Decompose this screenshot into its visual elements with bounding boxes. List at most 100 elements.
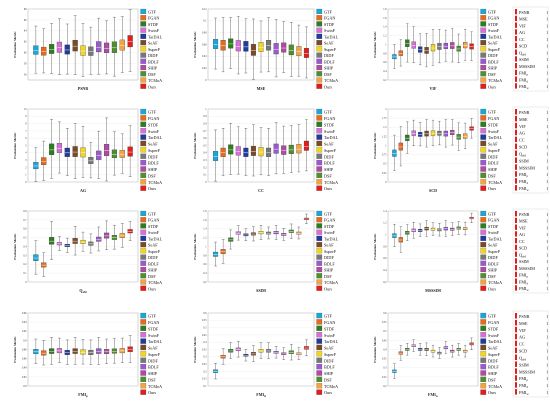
legend-entry: DSF — [324, 377, 332, 382]
legend-entry: TarDAL — [148, 236, 163, 241]
legend-entry: Ours — [148, 286, 157, 291]
legend-entry: TCMoA — [148, 384, 162, 389]
legend-swatch — [140, 46, 147, 52]
y-tick-label: 0.92 — [22, 330, 27, 333]
box-ship — [103, 349, 110, 354]
y-tick-label: 0 — [205, 181, 207, 184]
legend-swatch — [480, 134, 487, 140]
metric-legend: PSNR 1 MSE 1 VIF 1 AG 1 CC 1 SCD 1 Qabf 1 SSIM 1 MSSSIM 1… — [512, 208, 548, 294]
y-tick-label: 1.8 — [383, 8, 387, 11]
metric-marker — [515, 83, 517, 89]
legend-entry: SwinF — [148, 230, 160, 235]
legend-entry: Ours — [148, 84, 157, 89]
legend-entry: Ours — [488, 186, 497, 191]
legend-entry: DIDF — [324, 358, 334, 363]
y-tick-label: 0.2 — [203, 370, 207, 373]
legend-entry: BDLF — [148, 59, 159, 64]
y-tick-label: 0.5 — [383, 330, 387, 333]
metric-legend-entry: PSNR — [519, 314, 530, 319]
legend-entry: SwinF — [324, 28, 336, 33]
legend-swatch — [316, 108, 323, 115]
metric-legend-value: 1 — [546, 65, 548, 69]
legend-entry: BDLF — [488, 365, 499, 370]
legend-entry: DSF — [488, 274, 496, 279]
legend-entry: SeAF — [148, 41, 158, 46]
box-seaf — [72, 238, 78, 244]
legend-swatch — [140, 33, 147, 39]
y-tick-label: 0.9 — [23, 339, 27, 342]
legend-swatch — [316, 128, 323, 134]
metric-marker — [515, 375, 517, 381]
legend-entry: DSF — [488, 173, 496, 178]
legend-swatch — [316, 8, 323, 15]
legend-entry: SwinF — [148, 333, 160, 338]
metric-legend-value: 1 — [546, 132, 548, 136]
legend-entry: SuperF — [488, 352, 501, 357]
legend-swatch — [140, 370, 147, 376]
legend-entry: SeAF — [488, 346, 498, 351]
metric-legend-entry: SSIM — [519, 158, 529, 163]
y-tick-label: 0.25 — [382, 376, 387, 379]
metric-marker — [515, 354, 517, 361]
legend-swatch — [480, 357, 487, 363]
y-tick-label: 0.8 — [383, 245, 387, 248]
y-tick-label: 1 — [25, 174, 27, 177]
metric-marker — [515, 278, 517, 284]
legend-swatch — [140, 273, 147, 279]
metric-legend-value: 1 — [546, 159, 548, 163]
legend-entry: FGAN — [148, 116, 159, 121]
metric-legend-value: 1 — [546, 247, 548, 251]
metric-legend-entry: MSSSIM — [519, 64, 535, 69]
box-didf — [437, 43, 442, 50]
metric-legend-value: 1 — [546, 356, 548, 360]
box-seaf — [72, 348, 78, 354]
box-stdf — [228, 144, 234, 155]
legend-swatch — [480, 273, 487, 279]
legend-swatch — [480, 229, 487, 235]
legend-entry: GTF — [488, 211, 497, 216]
box-ours — [303, 48, 309, 58]
box-tardal — [417, 46, 423, 53]
box-gtf — [33, 162, 39, 170]
legend-entry: SwinF — [488, 129, 500, 134]
y-tick-label: 0.45 — [202, 334, 207, 337]
legend-entry: SeAF — [488, 142, 498, 147]
legend-entry: DIDF — [148, 154, 158, 159]
legend-swatch — [480, 179, 487, 185]
box-tardal — [64, 44, 70, 55]
box-tcmoa — [462, 42, 468, 49]
legend-swatch — [480, 260, 487, 266]
y-tick-label: 1.4 — [383, 210, 387, 213]
box-seaf — [424, 130, 429, 137]
legend-swatch — [316, 77, 323, 83]
legend-entry: Ours — [324, 390, 333, 395]
box-superf — [258, 42, 264, 52]
y-tick-label: 0.7 — [203, 130, 207, 133]
y-tick-label: 0 — [25, 281, 27, 284]
metric-legend-entry: AG — [519, 232, 525, 237]
legend-swatch — [140, 71, 147, 77]
y-tick-label: 4 — [25, 152, 27, 155]
legend-swatch — [140, 115, 147, 121]
box-stdf — [228, 38, 234, 49]
box-fgan — [220, 147, 226, 157]
legend-swatch — [316, 140, 323, 147]
box-bdlf — [96, 348, 102, 354]
legend-swatch — [316, 248, 323, 254]
y-axis-label: Evaluation Metric — [373, 336, 377, 363]
legend-entry: STDF — [488, 326, 499, 331]
box-didf — [88, 46, 94, 56]
legend-entry: BDLF — [148, 261, 159, 266]
box-superf — [430, 44, 436, 52]
x-axis-label: VIF — [430, 86, 437, 91]
legend-entry: DIDF — [488, 358, 498, 363]
legend-swatch — [140, 166, 147, 172]
legend-swatch — [480, 285, 487, 291]
legend-swatch — [140, 254, 147, 260]
legend-swatch — [316, 21, 323, 27]
metric-legend-value: 1 — [546, 24, 548, 28]
box-tcmoa — [119, 150, 125, 158]
metric-legend-entry: FMId — [519, 179, 528, 185]
legend-swatch — [140, 21, 147, 27]
y-tick-label: 1.4 — [203, 228, 207, 231]
